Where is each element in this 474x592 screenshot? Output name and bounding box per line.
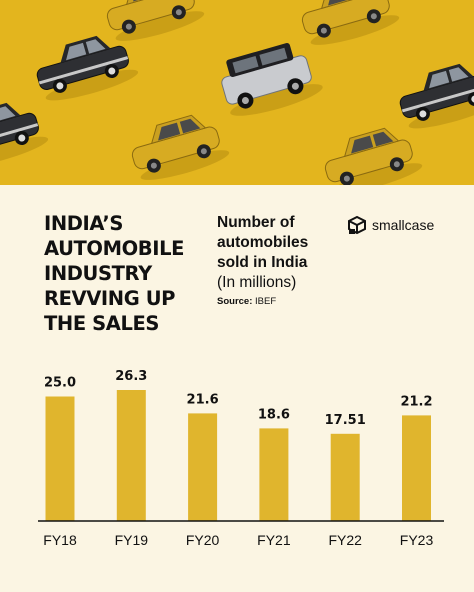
subtitle-unit: (In millions)	[217, 274, 297, 291]
x-tick-label: FY19	[115, 532, 149, 548]
bar-chart: 25.0 FY18 26.3 FY19 21.6 FY20 18.6 FY21 17.51 FY2…	[38, 369, 444, 548]
bar-fy20	[188, 413, 218, 521]
subtitle-line: automobiles	[217, 234, 309, 251]
toy-car-dark	[0, 94, 51, 175]
data-label: 21.6	[187, 392, 219, 407]
toy-car-dark	[393, 55, 474, 136]
headline: INDIA’S AUTOMOBILE INDUSTRY REVVING UP T…	[44, 211, 209, 336]
x-tick-label: FY22	[328, 532, 362, 548]
source-value: IBEF	[255, 296, 277, 307]
data-label: 17.51	[325, 413, 366, 428]
headline-line: REVVING UP	[44, 287, 176, 310]
source-label: Source:	[217, 296, 253, 307]
headline-line: INDUSTRY	[44, 262, 152, 285]
bar-fy18	[45, 396, 75, 521]
headline-line: AUTOMOBILE	[44, 237, 185, 260]
data-label: 18.6	[258, 407, 290, 422]
x-tick-label: FY21	[257, 532, 291, 548]
brand-name: smallcase	[372, 217, 435, 233]
source-note: Source: IBEF	[217, 296, 276, 307]
bar-fy19	[116, 390, 146, 521]
toy-car-yellow	[318, 120, 425, 185]
x-tick-label: FY20	[186, 532, 220, 548]
toy-car-yellow	[125, 107, 232, 185]
bar-fy23	[402, 415, 431, 521]
brand-logo: smallcase	[346, 214, 434, 236]
bar-fy21	[259, 428, 289, 521]
x-tick-label: FY18	[43, 532, 77, 548]
data-label: 21.2	[400, 394, 432, 409]
toy-car-yellow	[100, 0, 207, 48]
data-label: 25.0	[44, 376, 76, 391]
smallcase-logo-icon	[348, 215, 366, 235]
toy-car-silver	[215, 36, 326, 123]
x-tick-label: FY23	[400, 532, 434, 548]
bar-fy22	[330, 433, 360, 521]
hero-image	[0, 0, 474, 185]
subtitle-line: sold in India	[217, 254, 308, 271]
subtitle-line: Number of	[217, 214, 295, 231]
toy-cars-illustration	[0, 0, 474, 185]
headline-line: INDIA’S	[44, 212, 123, 235]
chart-subtitle: Number of automobiles sold in India (In …	[217, 213, 337, 293]
toy-car-yellow	[295, 0, 402, 52]
headline-line: THE SALES	[44, 312, 160, 335]
data-label: 26.3	[115, 369, 147, 384]
